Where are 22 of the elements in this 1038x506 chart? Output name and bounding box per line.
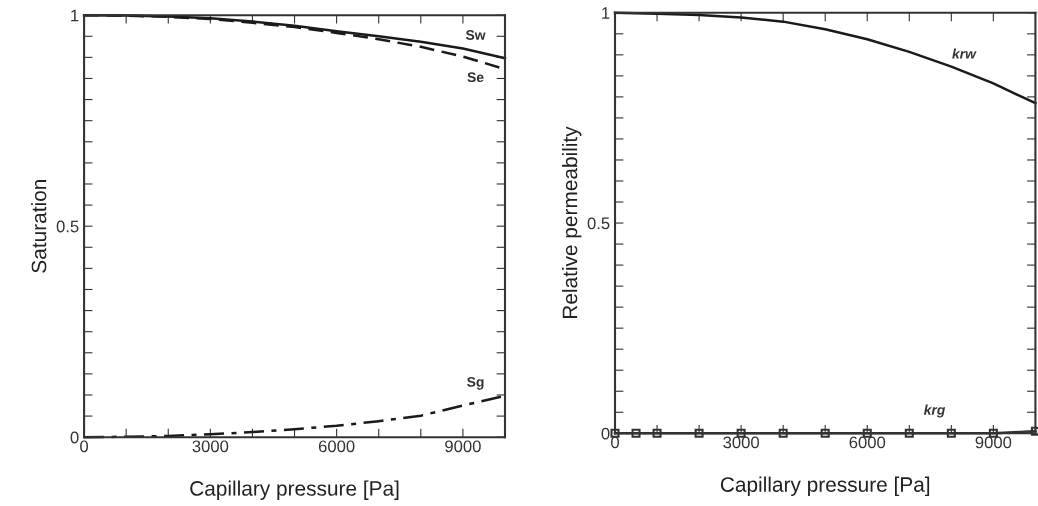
- x-tick-label: 9000: [975, 436, 1012, 449]
- y-tick-label: 1: [602, 7, 610, 19]
- x-tick-label: 3000: [723, 436, 760, 449]
- x-tick-label: 6000: [318, 440, 355, 453]
- y-tick-label: 0: [601, 427, 610, 440]
- series-label: krw: [952, 48, 977, 59]
- series-label: krg: [923, 404, 946, 418]
- x-tick-label: 9000: [445, 440, 481, 453]
- x-tick-label: 0: [80, 440, 89, 453]
- y-tick-label: 0.5: [587, 217, 610, 230]
- y-axis-title: Relative permeability: [562, 126, 582, 319]
- x-tick-label: 6000: [849, 436, 886, 449]
- series-label: Se: [467, 72, 484, 83]
- y-tick-label: 1: [71, 9, 79, 22]
- y-tick-label: 0.5: [56, 220, 79, 233]
- y-axis-title: Saturation: [31, 180, 47, 273]
- x-tick-label: 3000: [192, 440, 229, 453]
- series-label: Sw: [465, 30, 486, 40]
- x-axis-title: Capillary pressure [Pa]: [190, 480, 399, 500]
- series-label: Sg: [467, 377, 484, 390]
- x-axis-title: Capillary pressure [Pa]: [720, 476, 930, 497]
- x-tick-label: 0: [611, 436, 619, 449]
